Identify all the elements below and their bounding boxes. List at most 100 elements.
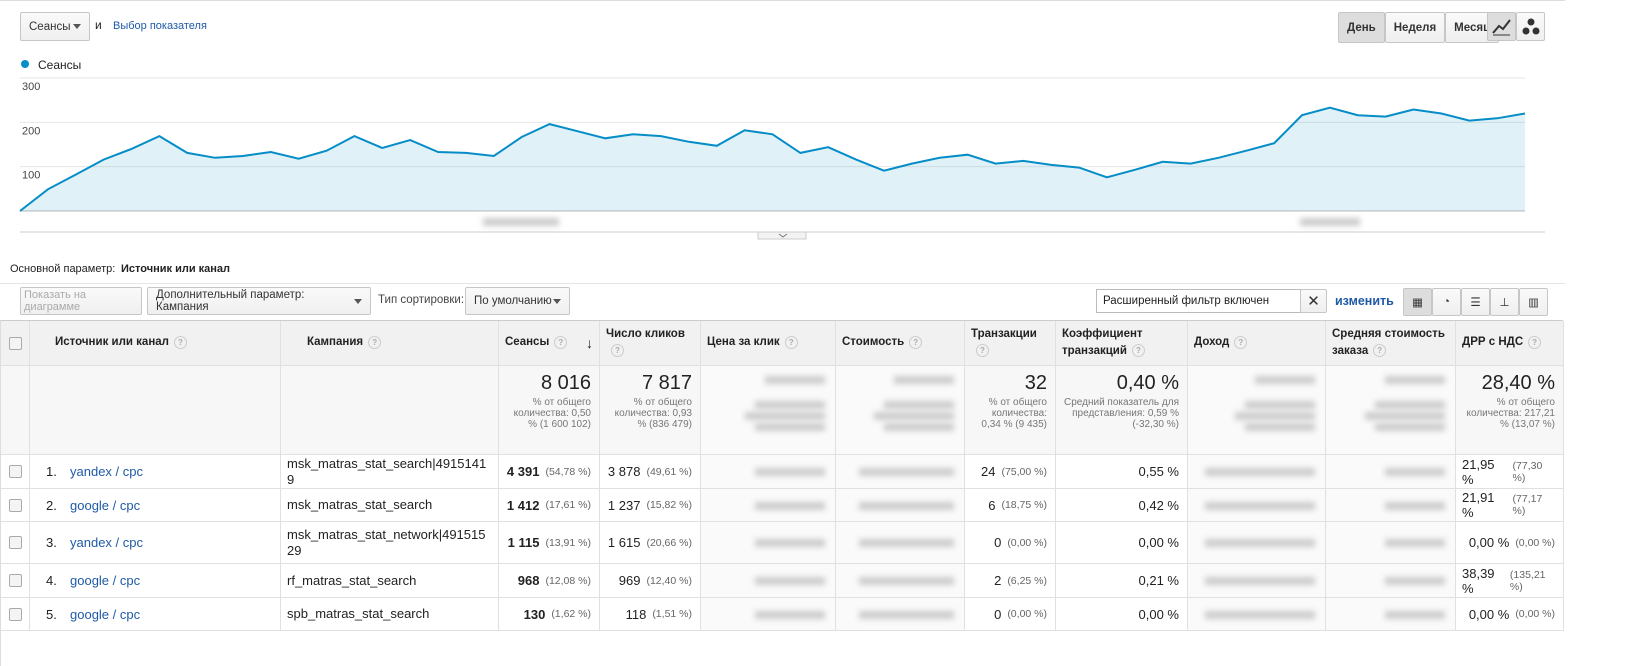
table-view[interactable]: ▦: [1403, 288, 1432, 316]
source-link[interactable]: google / cpc: [70, 497, 141, 513]
transactions: 2 (6,25 %): [965, 564, 1056, 598]
blurred-cell: [1326, 489, 1456, 522]
transactions-value: 6: [988, 497, 996, 513]
checkbox[interactable]: [8, 465, 22, 478]
conversion-rate: 0,00 %: [1056, 598, 1188, 631]
source-link[interactable]: google / cpc: [70, 606, 141, 622]
change-filter-link[interactable]: изменить: [1335, 294, 1394, 308]
conversion-rate: 0,42 %: [1056, 489, 1188, 522]
sort-value: По умолчанию: [474, 295, 552, 307]
sessions-percent: (13,91 %): [545, 536, 591, 549]
checkbox[interactable]: [8, 536, 22, 549]
blur-block: [1205, 610, 1315, 619]
blurred-cell: [701, 489, 836, 522]
drr-value: 21,95 %: [1462, 456, 1495, 487]
source-link[interactable]: yandex / cpc: [70, 535, 143, 550]
metric-select[interactable]: Сеансы: [20, 12, 90, 41]
blur-block: [859, 501, 954, 510]
campaign-cell: msk_matras_stat_search|49151419: [281, 455, 499, 489]
period-button[interactable]: День: [1338, 12, 1385, 43]
series-area: [20, 107, 1525, 211]
campaign-text: spb_matras_stat_search: [287, 606, 430, 622]
blur-block: [859, 468, 954, 476]
row-checkbox-cell: [1, 522, 30, 564]
blurred-cell: [1188, 366, 1326, 455]
sessions-value: 130: [523, 606, 546, 622]
sort-select[interactable]: По умолчанию: [465, 287, 570, 315]
source-link[interactable]: google / cpc: [70, 573, 141, 588]
add-metric-link[interactable]: Выбор показателя: [113, 20, 207, 32]
column-header[interactable]: Средняя стоимость заказа?: [1326, 321, 1456, 366]
column-header[interactable]: Источник или канал?: [30, 321, 281, 366]
totals-cell: 8 016 % от общего количества: 0,50 % (1 6…: [499, 366, 600, 455]
header-text-wrap: Средняя стоимость заказа?: [1332, 326, 1449, 361]
pie-view[interactable]: ◔: [1432, 288, 1461, 316]
y-tick-label: 100: [22, 170, 40, 182]
column-header[interactable]: Доход?: [1188, 321, 1326, 366]
chart: Сеансы 100 200 300: [19, 58, 1545, 240]
conversion-rate-value: 0,00 %: [1138, 606, 1179, 622]
header-text-wrap: Число кликов?: [606, 326, 694, 361]
column-header[interactable]: Цена за клик?: [701, 321, 836, 366]
column-header[interactable]: Транзакции?: [965, 321, 1056, 366]
comparison-view[interactable]: ⊥: [1490, 288, 1519, 316]
column-header[interactable]: Стоимость?: [836, 321, 965, 366]
drr: 0,00 % (0,00 %): [1456, 598, 1564, 631]
column-header[interactable]: Сеансы? ↓: [499, 321, 600, 366]
column-header[interactable]: ДРР с НДС?: [1456, 321, 1564, 366]
clicks-value: 118: [625, 606, 647, 622]
header-text: ДРР с НДС: [1462, 336, 1524, 349]
column-header[interactable]: Число кликов?: [600, 321, 701, 366]
source-cell: 4. google / cpc: [30, 564, 281, 598]
show-on-chart-button[interactable]: Показать на диаграмме: [20, 287, 142, 315]
bubble-icon: [1522, 18, 1540, 35]
conjunction: и: [95, 18, 102, 32]
line-chart-toggle[interactable]: [1487, 12, 1516, 41]
blur-block: [755, 401, 825, 409]
clear-filter-button[interactable]: ✕: [1300, 289, 1327, 313]
campaign-cell: msk_matras_stat_network|49151529: [281, 522, 499, 564]
blurred-cell: [836, 366, 965, 455]
source-link[interactable]: yandex / cpc: [70, 464, 143, 479]
blurred-cell: [836, 522, 965, 564]
help-icon: ?: [1234, 335, 1248, 349]
blur-block: [755, 501, 825, 510]
filter-input[interactable]: Расширенный фильтр включен: [1096, 289, 1301, 313]
blurred-cell: [1188, 522, 1326, 564]
transactions-value: 2: [994, 573, 1002, 588]
checkbox[interactable]: [8, 574, 22, 587]
totals-empty: [281, 366, 499, 455]
pivot-view[interactable]: ▥: [1519, 288, 1548, 316]
clicks: 118 (1,51 %): [600, 598, 701, 631]
collapse-tab[interactable]: [757, 231, 807, 240]
source-cell: 5. google / cpc: [30, 598, 281, 631]
sessions: 1 115 (13,91 %): [499, 522, 600, 564]
period-button[interactable]: Неделя: [1384, 12, 1446, 43]
blur-block: [884, 423, 954, 431]
dimension-value[interactable]: Источник или канал: [121, 263, 231, 275]
header-text-wrap: Цена за клик?: [707, 334, 798, 351]
blurred-cell: [701, 598, 836, 631]
metric-select-label: Сеансы: [29, 20, 71, 33]
totals-cell: 28,40 % % от общего количества: 217,21 % …: [1456, 366, 1564, 455]
checkbox[interactable]: [8, 607, 22, 621]
sessions-percent: (12,08 %): [545, 574, 591, 587]
motion-chart-toggle[interactable]: [1516, 12, 1545, 41]
source-cell: 1. yandex / cpc: [30, 455, 281, 489]
performance-view[interactable]: ☰: [1461, 288, 1490, 316]
transactions-value: 0: [994, 535, 1002, 550]
drr-value: 0,00 %: [1468, 535, 1510, 550]
blurred-cell: [1326, 522, 1456, 564]
checkbox[interactable]: [8, 498, 22, 512]
blur-block: [1205, 539, 1315, 547]
blur-block: [1385, 539, 1445, 547]
total-note: % от общего количества: 217,21 % (13,07 …: [1466, 397, 1555, 430]
column-header[interactable]: Коэффициент транзакций?: [1056, 321, 1188, 366]
secondary-dimension-select[interactable]: Дополнительный параметр: Кампания: [147, 287, 371, 315]
checkbox[interactable]: [8, 336, 22, 350]
blur-block: [1385, 577, 1445, 585]
clicks-value: 969: [618, 573, 641, 588]
help-icon: ?: [173, 335, 187, 349]
column-header[interactable]: Кампания?: [281, 321, 499, 366]
header-text: Доход: [1194, 336, 1230, 349]
